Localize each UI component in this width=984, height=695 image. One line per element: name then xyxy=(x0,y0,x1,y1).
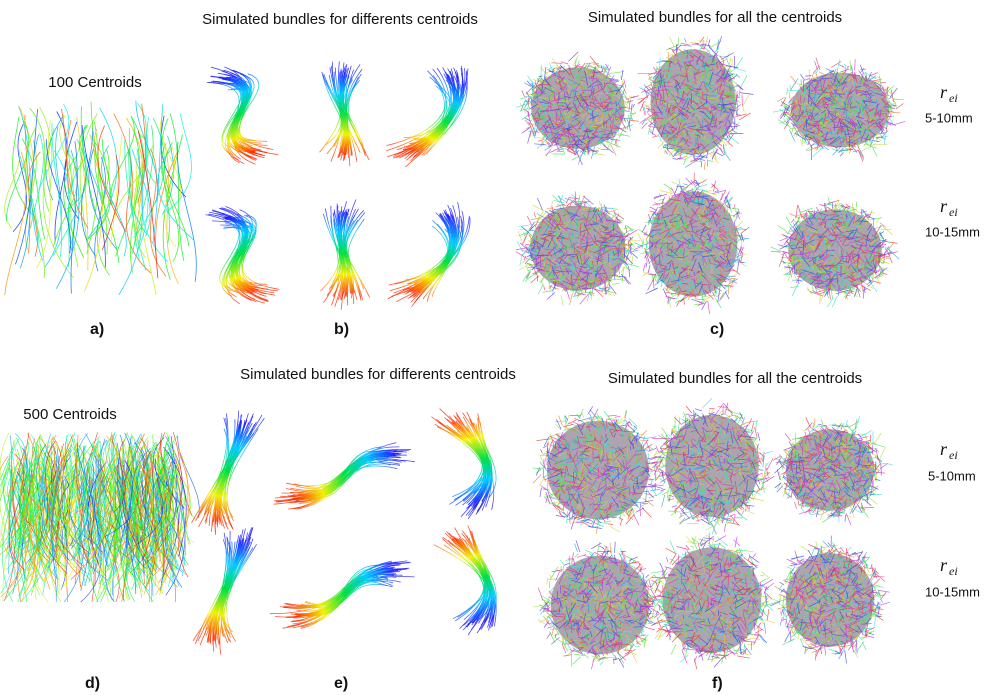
subscript: ei xyxy=(949,448,958,462)
streamline xyxy=(177,142,196,282)
brain-bundles xyxy=(516,192,641,306)
range: 5-10mm xyxy=(925,110,973,125)
subscript: ei xyxy=(949,205,958,219)
artwork xyxy=(0,36,905,669)
brain-bundles xyxy=(533,406,667,534)
fiber-bundle xyxy=(270,561,415,629)
streamline xyxy=(19,106,43,261)
streamline xyxy=(110,135,121,246)
fiber xyxy=(215,537,251,641)
subscript: ei xyxy=(949,91,958,105)
fiber-bundle xyxy=(192,411,265,535)
brain-bundles xyxy=(637,36,753,170)
streamline xyxy=(40,107,52,195)
brain-bundles xyxy=(648,533,775,670)
panel-label: e) xyxy=(334,675,348,692)
fiber-bundle xyxy=(386,66,468,167)
brain-bundles xyxy=(633,173,749,314)
streamline xyxy=(168,113,192,210)
brain-bundles xyxy=(770,536,890,664)
brain-bundles xyxy=(516,52,639,165)
panel-label: b) xyxy=(334,321,349,338)
subscript: ei xyxy=(949,564,958,578)
range: 5-10mm xyxy=(928,468,976,483)
centroids-title: 100 Centroids xyxy=(48,74,141,91)
fiber-bundle xyxy=(388,202,470,307)
range: 10-15mm xyxy=(925,584,980,599)
all-title: Simulated bundles for all the centroids xyxy=(588,9,842,26)
fiber-bundle xyxy=(193,527,257,654)
fiber-bundle xyxy=(206,206,280,303)
fiber-bundle xyxy=(274,443,415,510)
streamline xyxy=(173,470,189,565)
centroids-title: 500 Centroids xyxy=(23,406,116,423)
bundles-title: Simulated bundles for differents centroi… xyxy=(240,366,516,383)
fiber-bundle xyxy=(207,67,278,164)
brain-bundles xyxy=(773,58,905,162)
panel-label: c) xyxy=(710,321,724,338)
range: 10-15mm xyxy=(925,224,980,239)
figure: 100 Centroids Simulated bundles for diff… xyxy=(0,0,984,695)
brain-bundles xyxy=(533,540,665,669)
fiber-bundle xyxy=(320,61,370,166)
fiber-bundle xyxy=(434,526,497,636)
panel-label: a) xyxy=(90,321,104,338)
fiber-bundle xyxy=(431,409,496,519)
centroid-panel xyxy=(0,432,199,602)
panel-label: d) xyxy=(85,675,100,692)
fiber-bundle xyxy=(320,200,369,310)
brain-bundles xyxy=(771,197,899,307)
brain-bundles xyxy=(650,398,774,534)
all-title: Simulated bundles for all the centroids xyxy=(608,370,862,387)
panel-label: f) xyxy=(712,675,723,692)
symbol: r xyxy=(940,555,948,575)
symbol: r xyxy=(940,439,948,459)
symbol: r xyxy=(940,196,948,216)
brain-bundles xyxy=(773,416,892,525)
symbol: r xyxy=(940,82,948,102)
bundles-title: Simulated bundles for differents centroi… xyxy=(202,11,478,28)
streamline xyxy=(153,104,163,243)
fiber xyxy=(390,215,450,291)
centroid-panel xyxy=(5,101,197,295)
